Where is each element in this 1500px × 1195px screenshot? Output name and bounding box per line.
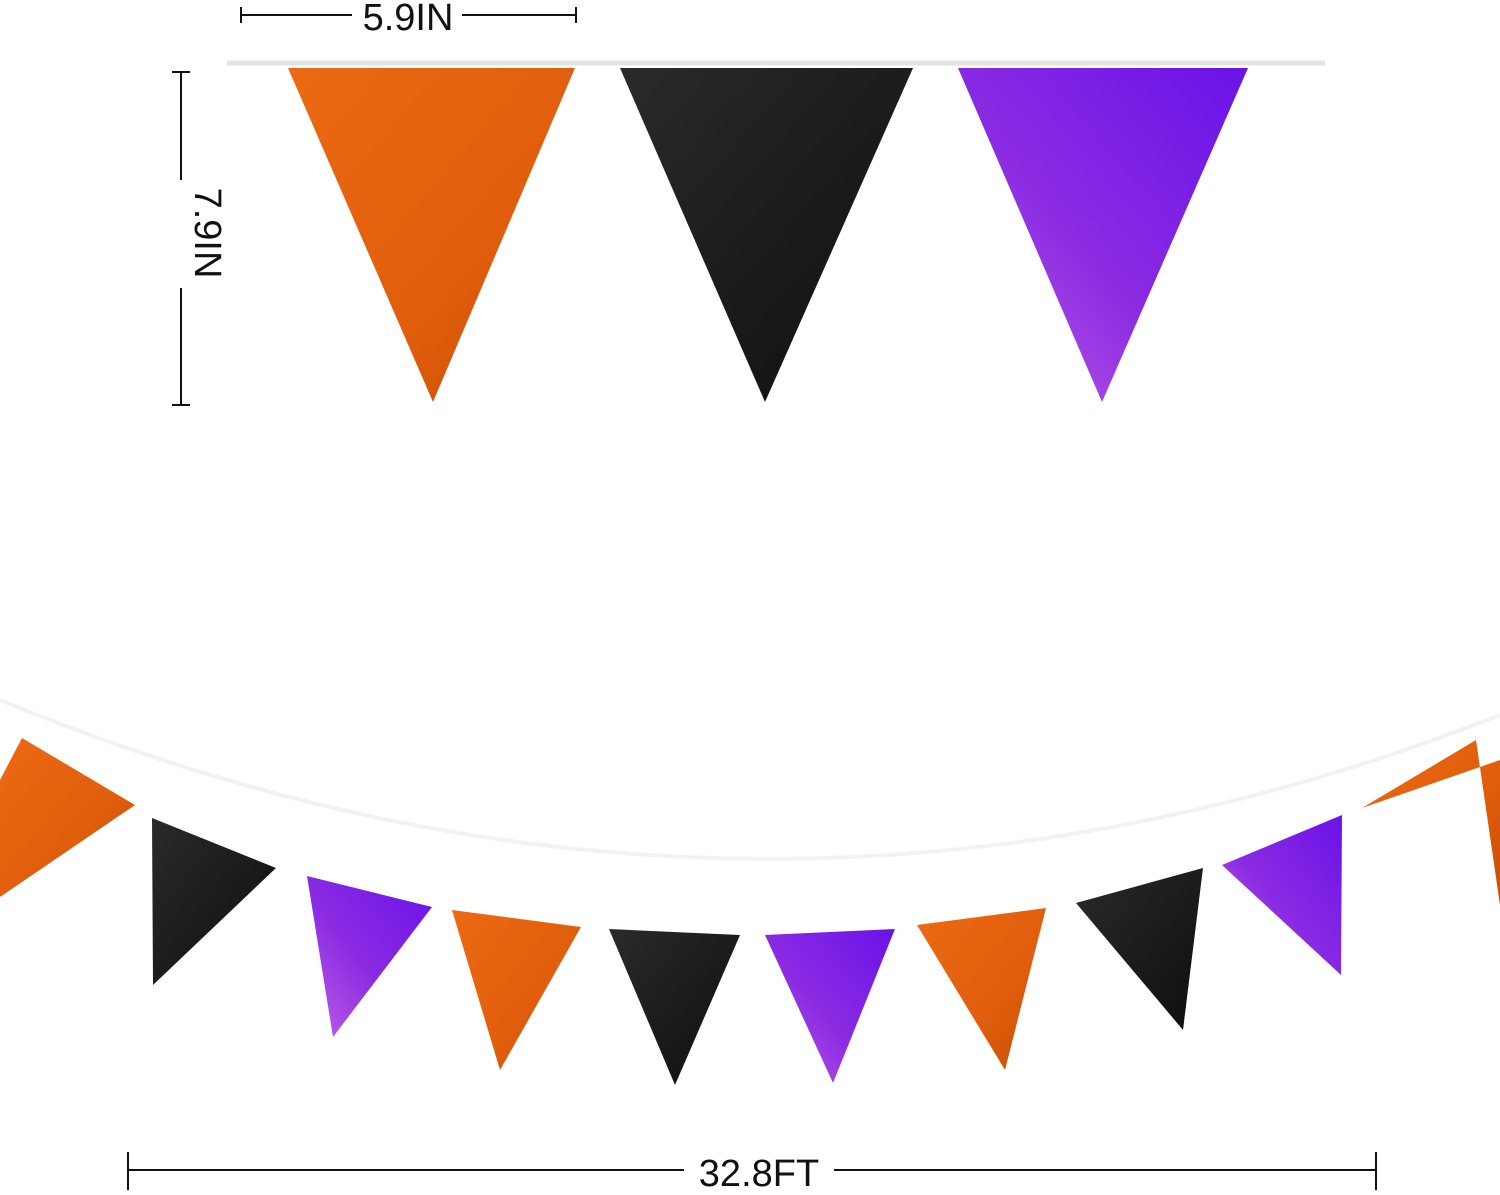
flag-width-dimension: 5.9IN xyxy=(240,0,577,39)
bottom-flag-orange xyxy=(917,908,1046,1070)
total-length-label: 32.8FT xyxy=(699,1153,819,1195)
flag-height-label: 7.9IN xyxy=(186,188,228,279)
top-flag-orange xyxy=(288,68,575,402)
total-length-dimension: 32.8FT xyxy=(127,1152,1377,1195)
bottom-flag-purple xyxy=(765,929,895,1083)
bottom-flag-purple xyxy=(307,876,432,1037)
bottom-flag-orange xyxy=(1362,740,1500,905)
bottom-flag-orange xyxy=(452,910,581,1070)
bottom-flag-black xyxy=(609,929,740,1085)
bottom-flag-purple xyxy=(1222,815,1342,975)
bottom-flag-black xyxy=(152,818,276,985)
flag-height-dimension: 7.9IN xyxy=(172,71,228,406)
flag-width-label: 5.9IN xyxy=(363,0,454,39)
top-flag-purple xyxy=(958,68,1248,402)
bottom-flag-black xyxy=(1076,868,1203,1030)
bottom-flag-orange xyxy=(0,738,135,897)
top-flag-black xyxy=(620,68,913,402)
bottom-string xyxy=(0,698,1500,861)
